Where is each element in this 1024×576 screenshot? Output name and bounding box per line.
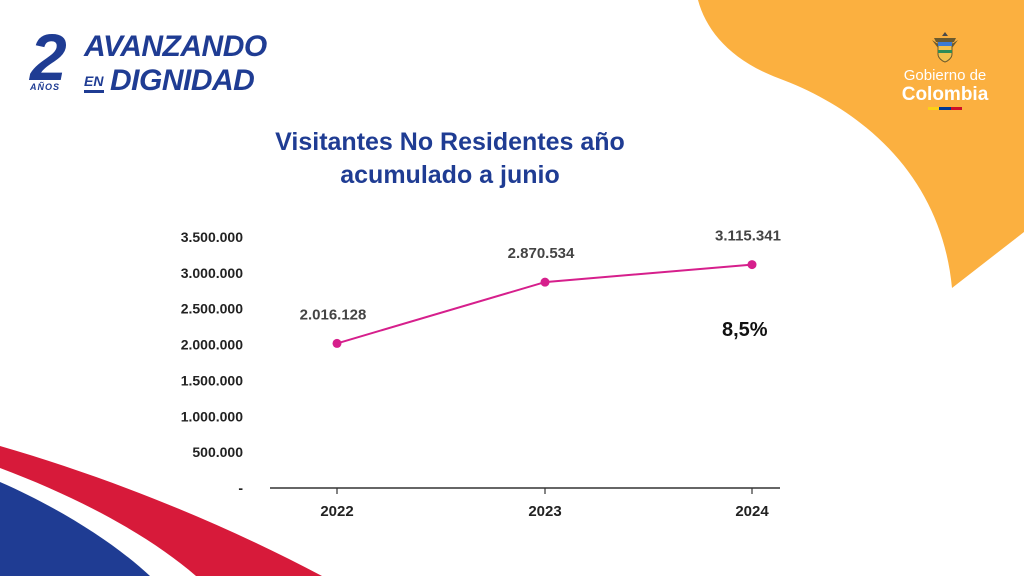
chart-title-line1: Visitantes No Residentes año bbox=[275, 128, 625, 156]
y-tick-label: 2.500.000 bbox=[181, 301, 243, 317]
chart-title-line2: acumulado a junio bbox=[340, 161, 560, 189]
orange-wave-shape bbox=[698, 0, 1024, 288]
flag-stripe bbox=[928, 107, 962, 111]
logo-underline bbox=[84, 90, 104, 93]
gov-name-line2: Colombia bbox=[901, 83, 989, 105]
x-tick-label: 2022 bbox=[320, 503, 353, 520]
y-tick-label: 3.000.000 bbox=[181, 265, 243, 281]
logo-number: 2 bbox=[30, 20, 67, 94]
y-tick-label: 1.500.000 bbox=[181, 372, 243, 388]
series-line bbox=[336, 263, 753, 345]
data-label: 2.870.534 bbox=[508, 245, 575, 262]
government-logo: Gobierno de Colombia bbox=[886, 30, 1004, 111]
data-label: 3.115.341 bbox=[715, 228, 781, 245]
logo-word-en: EN bbox=[84, 73, 104, 89]
data-label: 2.016.128 bbox=[300, 306, 367, 323]
data-point bbox=[332, 338, 342, 348]
x-tick-label: 2024 bbox=[735, 503, 769, 520]
chart-title: Visitantes No Residentes año acumulado a… bbox=[200, 126, 700, 192]
growth-annotation: 8,5% bbox=[722, 319, 768, 341]
campaign-logo: 2 AÑOS AVANZANDO EN DIGNIDAD bbox=[28, 24, 267, 102]
y-tick-label: 3.500.000 bbox=[181, 229, 243, 245]
gov-name-line1: Gobierno de bbox=[903, 67, 987, 84]
y-tick-label: - bbox=[238, 480, 243, 496]
x-tick-label: 2023 bbox=[528, 503, 561, 520]
y-tick-label: 500.000 bbox=[192, 444, 243, 460]
y-tick-label: 1.000.000 bbox=[181, 408, 243, 424]
logo-word-dignidad: DIGNIDAD bbox=[110, 64, 255, 97]
data-point bbox=[540, 277, 550, 287]
logo-word-avanzando: AVANZANDO bbox=[84, 30, 267, 63]
logo-years: AÑOS bbox=[30, 82, 61, 92]
y-tick-label: 2.000.000 bbox=[181, 337, 243, 353]
data-point bbox=[747, 260, 757, 270]
blue-stripe-shape bbox=[0, 482, 150, 576]
colombia-coat-of-arms-icon bbox=[932, 32, 958, 63]
